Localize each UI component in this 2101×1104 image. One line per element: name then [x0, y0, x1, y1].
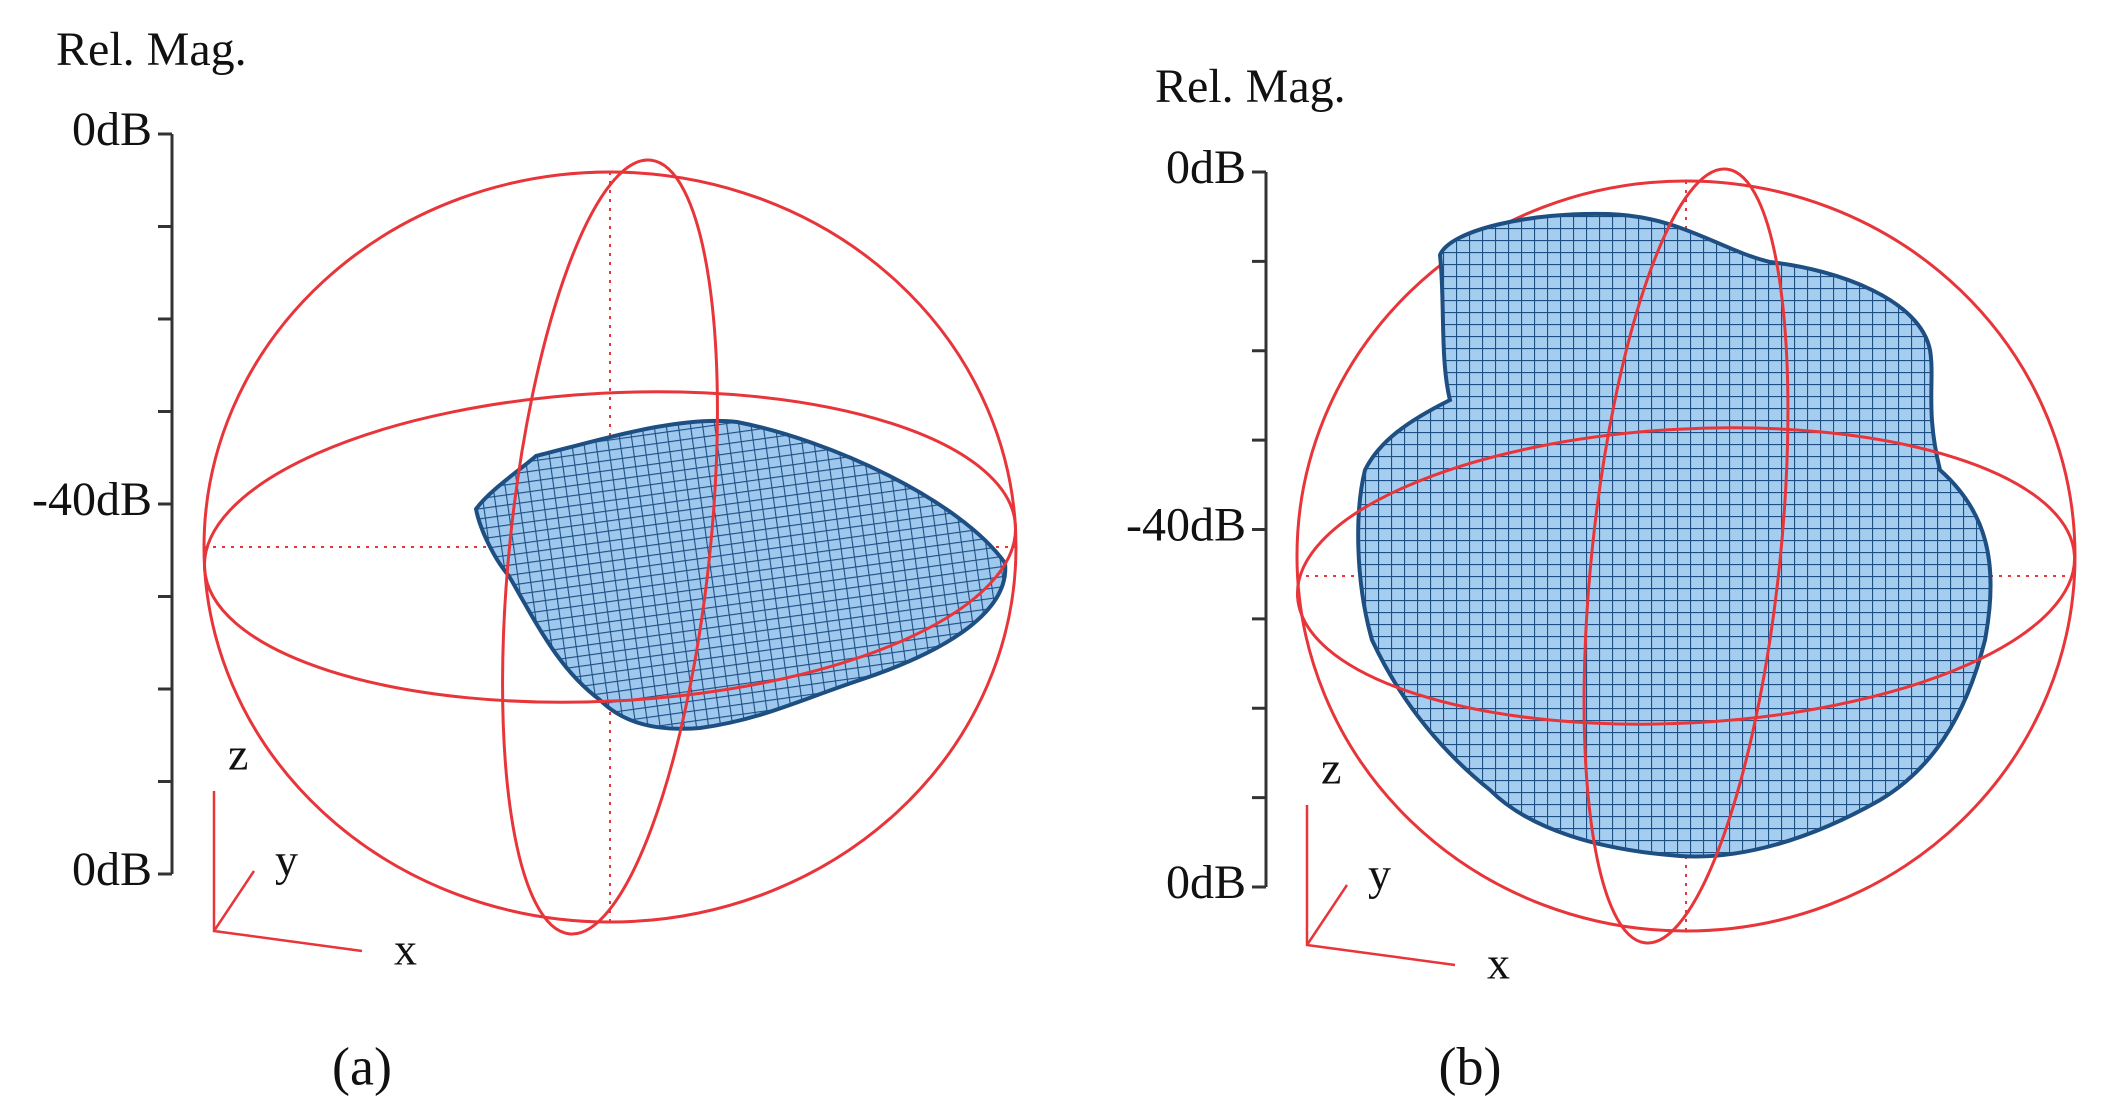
scale-label: 0dB [72, 103, 152, 156]
scale-label: -40dB [32, 473, 152, 526]
pattern-panel: Rel. Mag. 0dB -40dB 0dB z y x (b) [1126, 60, 2077, 1096]
vertical-ring [1582, 167, 1790, 945]
axis-letter: y [1368, 849, 1391, 900]
coordinate-triad [212, 791, 363, 953]
coordinate-triad [1305, 805, 1456, 967]
radiation-pattern [1356, 211, 1993, 859]
vertical-ring [501, 158, 719, 936]
pattern-panel: Rel. Mag. 0dB -40dB 0dB z y x (a) [32, 23, 1018, 1096]
scale-label: 0dB [72, 843, 152, 896]
axis-title: Rel. Mag. [56, 23, 247, 76]
horizontal-ring [1295, 426, 2077, 726]
scale-label: 0dB [1166, 856, 1246, 909]
scale-label: -40dB [1126, 499, 1246, 552]
axis-letter: x [1487, 938, 1510, 989]
axis-letter: y [275, 835, 298, 886]
scale-label: 0dB [1166, 141, 1246, 194]
axis-letter: z [228, 729, 248, 780]
axis-letter: x [394, 924, 417, 975]
panel-caption: (a) [332, 1036, 392, 1096]
axis-title: Rel. Mag. [1155, 60, 1346, 113]
axis-letter: z [1321, 743, 1341, 794]
sphere-outline [202, 170, 1018, 924]
panel-caption: (b) [1439, 1036, 1502, 1096]
horizontal-ring [202, 390, 1018, 704]
radiation-pattern [473, 418, 1008, 731]
